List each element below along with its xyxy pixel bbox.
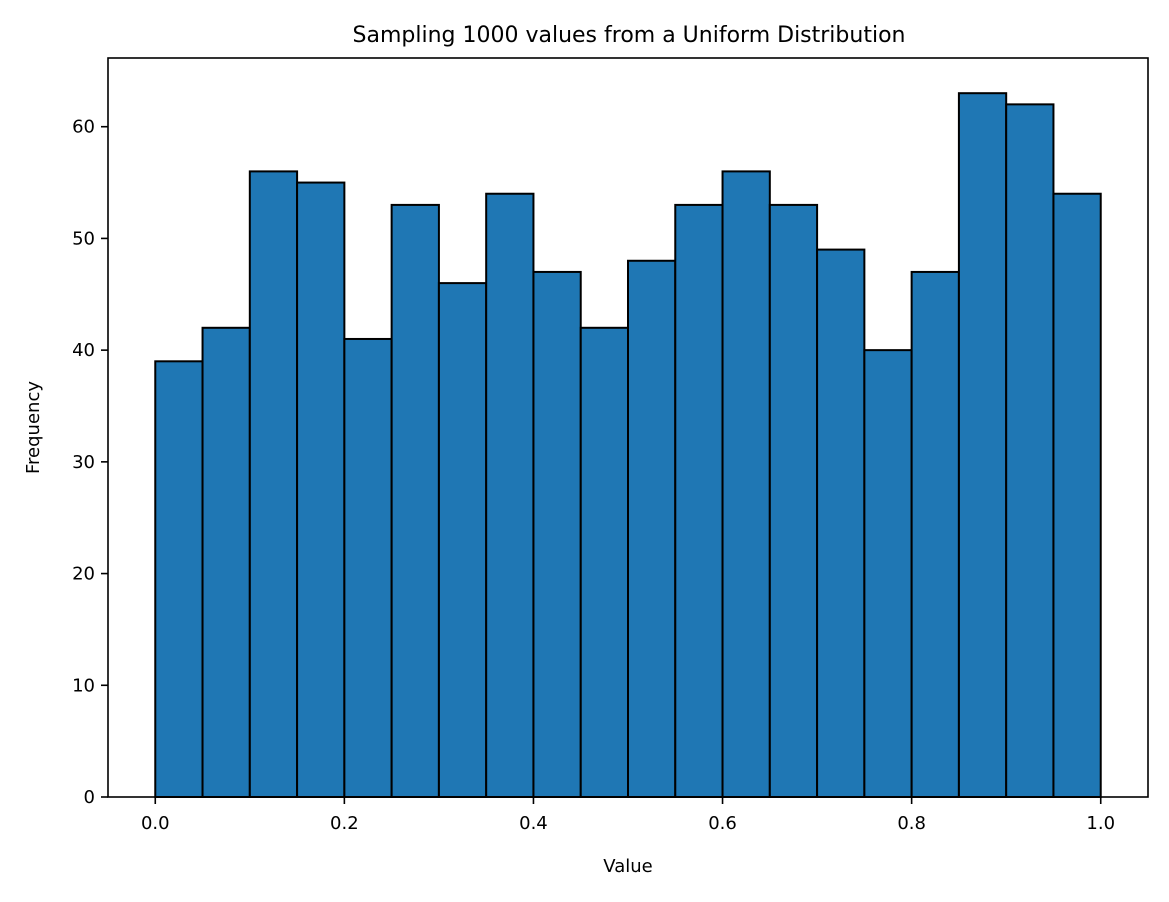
histogram-bar [674,203,724,799]
y-tick-label: 0 [84,787,95,808]
y-tick-label: 10 [72,675,95,696]
histogram-bar [1052,192,1102,799]
x-tick-label: 0.4 [519,813,548,834]
chart-title: Sampling 1000 values from a Uniform Dist… [353,23,906,48]
histogram-bar [437,282,488,798]
histogram-bar [957,92,1008,798]
histogram-bar [248,170,299,798]
y-tick-label: 30 [72,452,95,473]
y-tick-label: 40 [72,340,95,361]
histogram-bar [816,248,866,798]
histogram-bar [532,270,582,799]
histogram-bar [1005,103,1055,798]
y-axis-ticks: 0 10 20 30 40 50 60 [72,117,108,808]
x-tick-label: 0.0 [141,813,170,834]
histogram-bar [627,259,677,798]
histogram-bar [296,181,346,798]
x-tick-label: 0.2 [330,813,359,834]
y-tick-label: 60 [72,117,95,138]
x-tick-label: 0.8 [897,813,926,834]
y-tick-label: 50 [72,228,95,249]
y-tick-label: 20 [72,564,95,585]
histogram-bar [201,326,251,798]
bars-group [154,92,1102,799]
plot-frame [107,57,1149,798]
histogram-bar [863,349,913,798]
x-axis-ticks: 0.0 0.2 0.4 0.6 0.8 1.0 [141,797,1115,834]
histogram-bar [910,270,960,799]
x-tick-label: 0.6 [708,813,737,834]
histogram-bar [721,170,771,798]
histogram-bar [768,203,819,799]
x-axis-label: Value [603,856,652,877]
histogram-bar [390,203,440,799]
x-tick-label: 1.0 [1086,813,1115,834]
histogram-bar [485,192,535,799]
y-axis-label: Frequency [23,381,44,474]
histogram-bar [579,326,630,798]
histogram-bar [154,360,204,798]
histogram-bar [343,337,393,798]
